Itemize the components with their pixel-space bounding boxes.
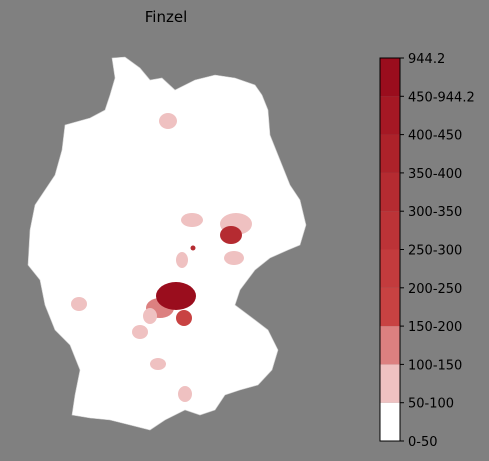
region [71, 297, 87, 311]
colorbar-label: 250-300 [408, 244, 462, 259]
colorbar-segment [380, 287, 400, 327]
colorbar-segment [380, 364, 400, 403]
region [156, 282, 196, 310]
region [178, 386, 192, 402]
colorbar-label: 200-250 [408, 282, 462, 297]
region [143, 308, 157, 324]
colorbar-label: 100-150 [408, 358, 462, 373]
colorbar-segment [380, 326, 400, 365]
region [176, 252, 188, 268]
colorbar-segment [380, 172, 400, 212]
region [190, 245, 196, 251]
region [224, 251, 244, 265]
colorbar-label: 400-450 [408, 129, 462, 144]
region [220, 226, 242, 244]
colorbar-segment [380, 58, 400, 97]
colorbar: 0-50 50-100 100-150 150-200 200-250 250-300 30… [379, 52, 475, 450]
colorbar-label: 0-50 [408, 435, 438, 450]
region [176, 310, 192, 326]
region [132, 325, 148, 339]
region [181, 213, 203, 227]
colorbar-label: 944.2 [408, 52, 445, 67]
colorbar-label: 350-400 [408, 167, 462, 182]
germany-map [27, 56, 307, 431]
region [150, 358, 166, 370]
colorbar-segment [380, 402, 400, 441]
region [159, 113, 177, 129]
country-outline [27, 56, 307, 431]
colorbar-label: 450-944.2 [408, 90, 475, 105]
colorbar-segment [380, 211, 400, 250]
map-title: Finzel [145, 8, 187, 26]
colorbar-label: 50-100 [408, 397, 454, 412]
colorbar-label: 300-350 [408, 205, 462, 220]
colorbar-segment [380, 134, 400, 173]
colorbar-segment [380, 96, 400, 135]
colorbar-label: 150-200 [408, 320, 462, 335]
colorbar-segment [380, 249, 400, 288]
